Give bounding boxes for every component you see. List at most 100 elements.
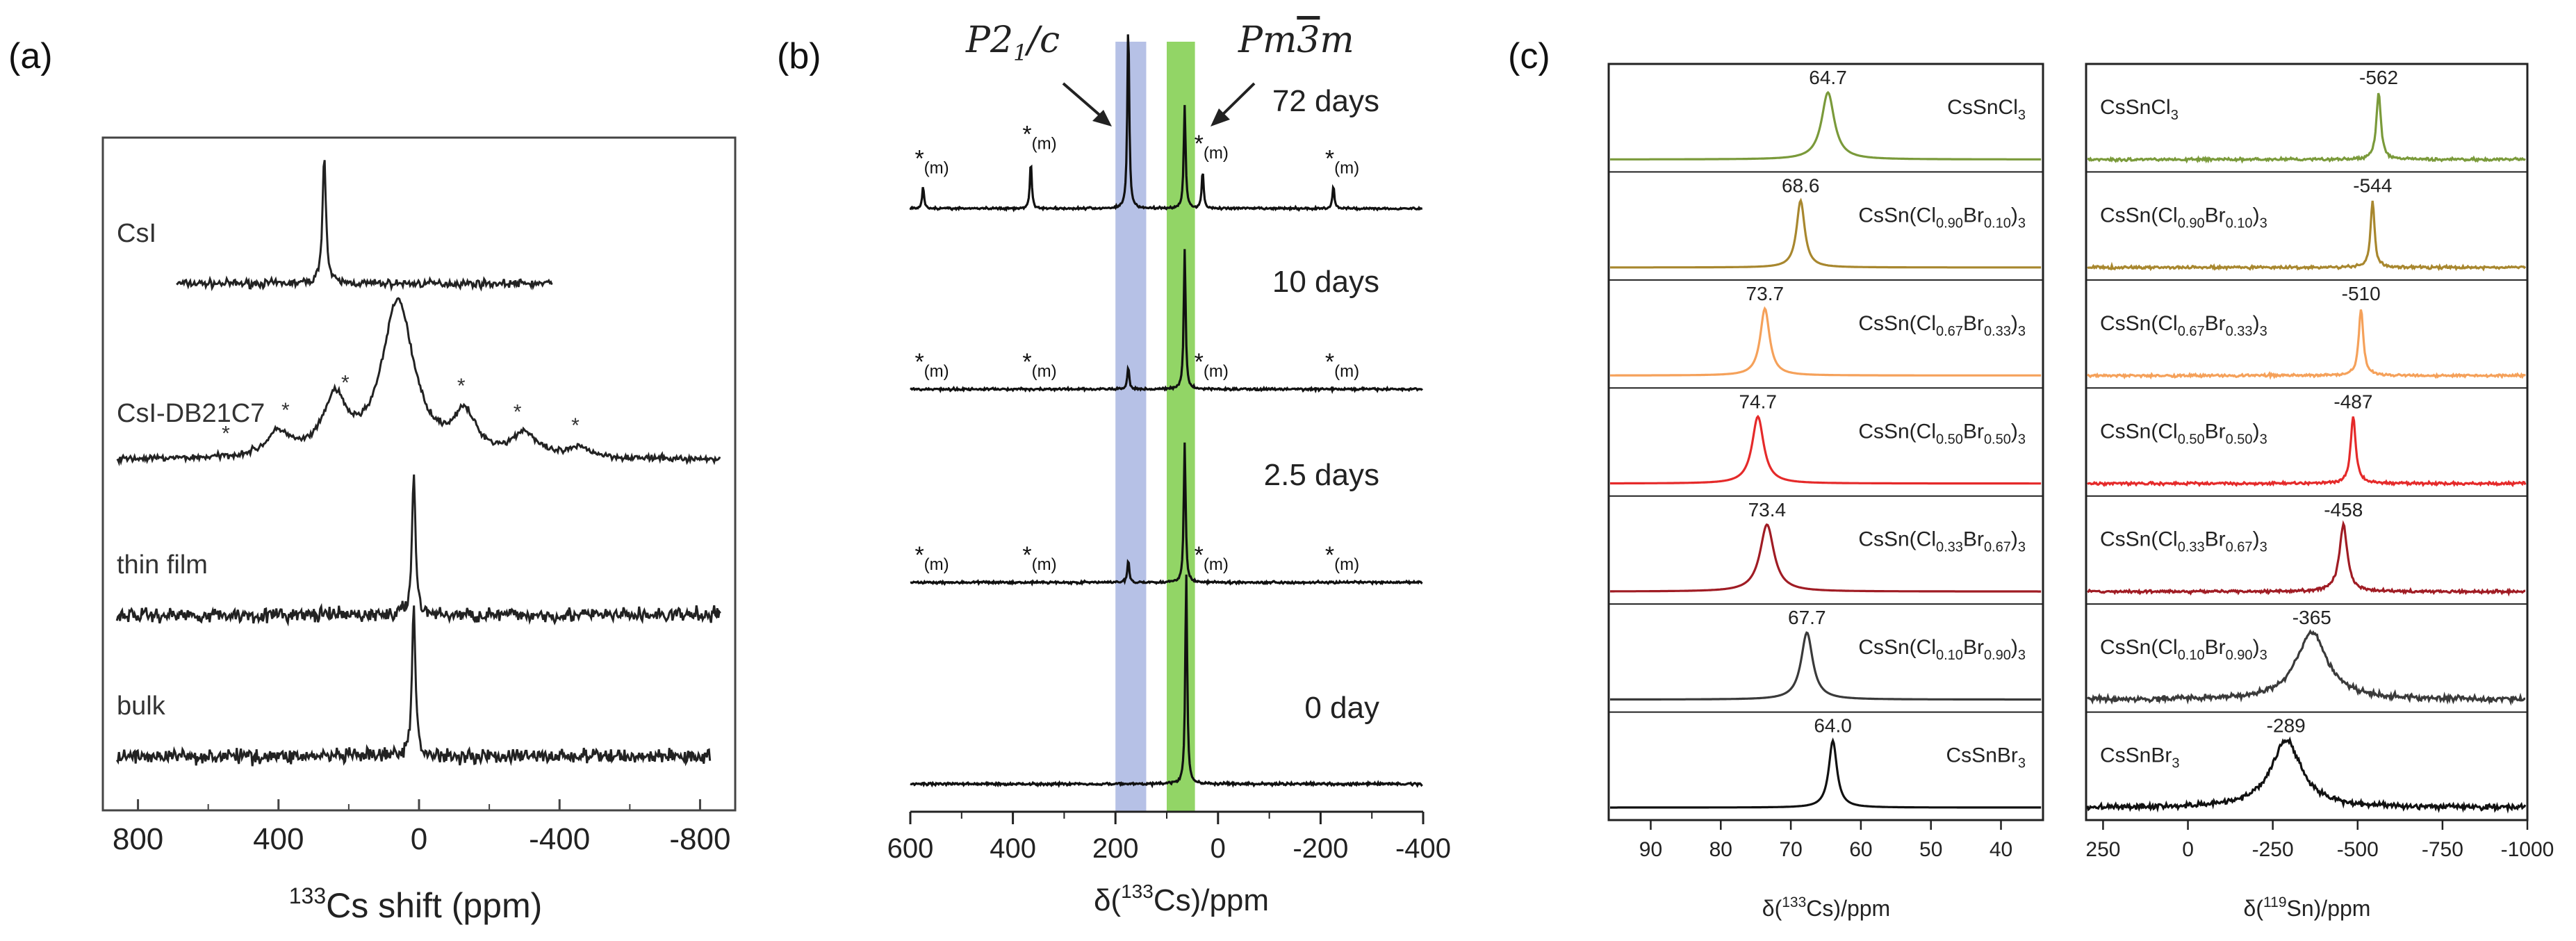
formula-sub: 3 (2018, 756, 2026, 771)
panel-b-x-label-post: Cs)/ppm (1154, 883, 1269, 917)
formula-part: CsSn(Cl (1858, 528, 1936, 551)
c2-peak-label: -510 (2342, 283, 2381, 304)
spinning-sideband-marker: *(m) (1195, 542, 1229, 574)
b-tick-label: -400 (1395, 833, 1451, 864)
star-sub: (m) (1334, 362, 1359, 381)
panel-a-frame (101, 136, 737, 812)
phase-label-pm3m-bar: 3 (1297, 19, 1320, 61)
formula-sub: 3 (2260, 432, 2267, 447)
trace-a-label: bulk (117, 692, 166, 721)
c1-tick-label: 50 (1919, 838, 1942, 861)
panel-label-b: (b) (777, 36, 821, 76)
c2-trace (2086, 309, 2526, 380)
c1-peak-label: 64.0 (1814, 715, 1852, 737)
c2-peak-label: -487 (2333, 391, 2372, 412)
formula-sub: 3 (2018, 540, 2026, 555)
a-tick-label: -800 (669, 822, 730, 856)
phase-arrow-left (1062, 82, 1106, 121)
formula-sub: 3 (2018, 648, 2026, 663)
spinning-sideband-marker: *(m) (1022, 542, 1056, 574)
c2-trace (2087, 92, 2526, 164)
c1-formula-label: CsSn(Cl0.50Br0.50)3 (1858, 420, 2026, 447)
star-sub: (m) (1032, 555, 1057, 574)
phase-label-p21c: P21/c (965, 19, 1060, 66)
star-sub: (m) (1204, 555, 1229, 574)
spinning-sideband-star: * (281, 399, 290, 422)
c2-peak-label: -458 (2324, 499, 2363, 521)
formula-part: CsSn(Cl (1858, 204, 1936, 227)
formula-sub: 0.67 (2226, 540, 2253, 555)
b-tick-label: -200 (1293, 833, 1348, 864)
formula-sub: 0.50 (2226, 432, 2253, 447)
star-glyph: * (1325, 349, 1334, 375)
formula-part: Br (2205, 204, 2226, 227)
formula-part: Br (2205, 636, 2226, 659)
trace-a-thin-film (115, 474, 721, 627)
formula-part: Br (1963, 420, 1984, 443)
formula-part: ) (2011, 420, 2018, 443)
trace-b-label: 2.5 days (1264, 458, 1379, 492)
formula-part: CsSnBr (1946, 744, 2018, 767)
spinning-sideband-marker: *(m) (1195, 131, 1229, 163)
formula-part: Br (1963, 312, 1984, 335)
trace-b-2-5-days (910, 442, 1423, 587)
spinning-sideband-marker: *(m) (1325, 542, 1359, 574)
formula-sub: 0.33 (1936, 540, 1963, 555)
trace-b-label: 72 days (1272, 84, 1379, 118)
star-glyph: * (1022, 122, 1031, 148)
c1-tick-label: 90 (1639, 838, 1662, 861)
c1-trace (1610, 197, 2042, 269)
b-tick-label: 0 (1211, 833, 1226, 864)
c1-tick-label: 60 (1849, 838, 1872, 861)
formula-sub: 0.90 (1984, 648, 2011, 663)
formula-sub: 0.50 (1984, 432, 2011, 447)
c2-peak-label: -544 (2353, 174, 2392, 196)
star-sub: (m) (1334, 159, 1359, 178)
c2-tick-label: 250 (2085, 838, 2120, 861)
phase-band (1167, 42, 1195, 812)
star-sub: (m) (924, 362, 949, 381)
formula-part: CsSnCl (1947, 96, 2018, 119)
panel-label-c: (c) (1508, 36, 1550, 76)
c1-formula-label: CsSnBr3 (1946, 744, 2026, 771)
formula-sub: 3 (2018, 108, 2026, 123)
formula-part: CsSn(Cl (2100, 204, 2178, 227)
formula-sub: 0.90 (1936, 215, 1963, 231)
formula-part: ) (2253, 528, 2260, 551)
formula-sub: 3 (2260, 324, 2267, 339)
formula-sub: 3 (2260, 215, 2267, 231)
trace-a-label: thin film (117, 550, 208, 580)
panel-c-left-chart: 64.7CsSnCl368.6CsSn(Cl0.90Br0.10)373.7Cs… (1607, 63, 2044, 921)
c1-peak-label: 73.4 (1748, 499, 1787, 521)
c1-tick-label: 80 (1709, 838, 1732, 861)
c2-formula-label: CsSn(Cl0.90Br0.10)3 (2100, 204, 2267, 231)
formula-part: CsSnBr (2100, 744, 2172, 767)
formula-part: Br (1963, 636, 1984, 659)
formula-part: CsSn(Cl (1858, 312, 1936, 335)
trace-b-10-days (910, 249, 1423, 395)
trace-a-csi (176, 160, 553, 292)
c2-peak-label: -562 (2359, 67, 2398, 88)
formula-sub: 0.90 (2226, 648, 2253, 663)
star-glyph: * (1325, 146, 1334, 172)
star-sub: (m) (1032, 362, 1057, 381)
formula-sub: 0.33 (1984, 324, 2011, 339)
spinning-sideband-star: * (457, 375, 466, 398)
c2-formula-label: CsSn(Cl0.10Br0.90)3 (2100, 636, 2267, 663)
formula-sub: 3 (2018, 215, 2026, 231)
c2-tick-label: 0 (2182, 838, 2194, 861)
c1-trace (1610, 523, 2042, 593)
phase-arrow-right-head (1211, 108, 1230, 126)
formula-part: CsSn(Cl (2100, 528, 2178, 551)
formula-sub: 0.50 (1936, 432, 1963, 447)
b-tick-label: 600 (887, 833, 934, 864)
c2-formula-label: CsSn(Cl0.50Br0.50)3 (2100, 420, 2267, 447)
formula-sub: 0.33 (2178, 540, 2205, 555)
spinning-sideband-marker: *(m) (1022, 349, 1056, 381)
a-tick-label: 400 (253, 822, 304, 856)
c2-formula-label: CsSn(Cl0.33Br0.67)3 (2100, 528, 2267, 555)
formula-part: ) (2011, 204, 2018, 227)
formula-sub: 0.10 (1984, 215, 2011, 231)
spinning-sideband-star: * (571, 414, 580, 437)
